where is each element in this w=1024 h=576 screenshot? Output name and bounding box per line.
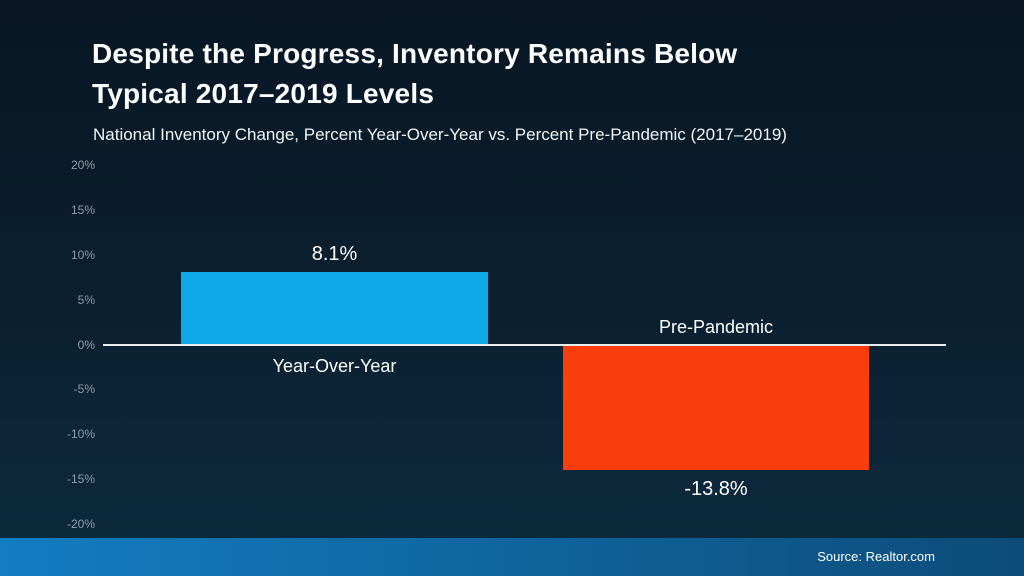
source-label: Source: Realtor.com — [817, 549, 935, 564]
category-label-year-over-year: Year-Over-Year — [272, 355, 397, 376]
y-tick-label: -20% — [66, 517, 95, 531]
bar-pre-pandemic — [563, 346, 869, 470]
y-tick-label: -5% — [73, 382, 95, 397]
y-tick-label: -15% — [66, 472, 95, 487]
y-tick-label: 15% — [70, 202, 95, 217]
data-label-year-over-year: 8.1% — [311, 242, 358, 265]
y-tick-label: -10% — [66, 427, 95, 442]
bar-year-over-year — [181, 271, 488, 345]
data-label-pre-pandemic: -13.8% — [684, 478, 748, 501]
y-tick-label: 10% — [70, 247, 95, 262]
chart-subtitle: National Inventory Change, Percent Year-… — [93, 125, 787, 144]
footer-bar: Source: Realtor.com — [0, 538, 1024, 576]
y-tick-label: 5% — [77, 292, 95, 307]
y-tick-label: 0% — [77, 337, 95, 352]
chart-title-line-1: Despite the Progress, Inventory Remains … — [92, 38, 738, 69]
y-tick-label: 20% — [70, 158, 95, 172]
chart-title: Despite the Progress, Inventory Remains … — [92, 34, 942, 114]
zero-baseline — [103, 343, 946, 346]
category-label-pre-pandemic: Pre-Pandemic — [658, 316, 774, 337]
chart-title-line-2: Typical 2017–2019 Levels — [92, 78, 435, 109]
